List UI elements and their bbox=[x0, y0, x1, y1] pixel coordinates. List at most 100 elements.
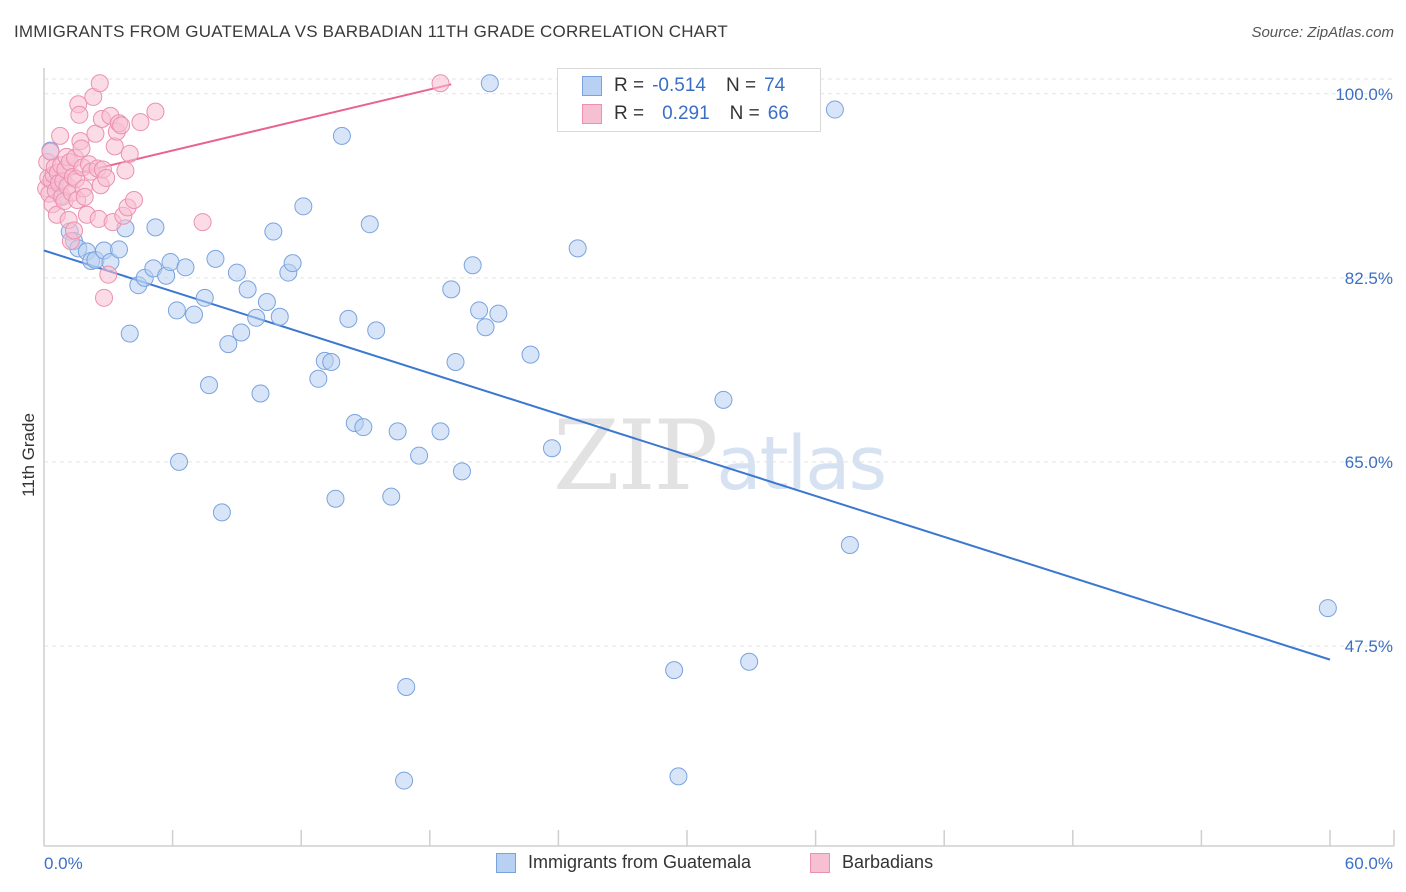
point-barbadians bbox=[112, 116, 131, 135]
point-guatemala bbox=[463, 256, 482, 275]
point-guatemala bbox=[669, 767, 688, 786]
legend-item-barbadians[interactable]: Barbadians bbox=[810, 852, 933, 873]
point-barbadians bbox=[41, 142, 60, 161]
x-tick-label: 0.0% bbox=[44, 854, 83, 873]
point-guatemala bbox=[825, 100, 844, 119]
point-guatemala bbox=[264, 222, 283, 241]
point-guatemala bbox=[452, 462, 471, 481]
axis-labels: 47.5% 65.0% 82.5% 100.0% 0.0% 60.0% 11th Grade bbox=[19, 85, 1393, 873]
point-guatemala bbox=[212, 503, 231, 522]
y-tick-label: 65.0% bbox=[1345, 453, 1393, 472]
point-guatemala bbox=[294, 197, 313, 216]
legend-r-label: R = bbox=[614, 75, 645, 96]
point-guatemala bbox=[470, 301, 489, 320]
point-barbadians bbox=[193, 213, 212, 232]
point-barbadians bbox=[95, 288, 114, 307]
point-guatemala bbox=[200, 376, 219, 395]
gridlines bbox=[44, 78, 1394, 647]
legend-n-label: N = bbox=[725, 75, 757, 96]
trend-line-barbadians bbox=[43, 83, 452, 183]
point-barbadians bbox=[97, 168, 116, 187]
data-points bbox=[37, 74, 1337, 790]
point-guatemala bbox=[568, 239, 587, 258]
legend-n-value: 66 bbox=[767, 103, 789, 124]
point-barbadians bbox=[99, 265, 118, 284]
watermark-atlas: atlas bbox=[716, 421, 887, 507]
point-guatemala bbox=[283, 254, 302, 273]
point-guatemala bbox=[309, 369, 328, 388]
point-barbadians bbox=[125, 191, 144, 210]
point-guatemala bbox=[442, 280, 461, 299]
series-legend: Immigrants from Guatemala Barbadians bbox=[0, 852, 1406, 876]
point-barbadians bbox=[131, 113, 150, 132]
point-barbadians bbox=[72, 139, 91, 158]
point-guatemala bbox=[840, 535, 859, 554]
legend-label-guatemala: Immigrants from Guatemala bbox=[528, 852, 752, 872]
legend-item-guatemala[interactable]: Immigrants from Guatemala bbox=[496, 852, 751, 873]
point-guatemala bbox=[232, 323, 251, 342]
point-guatemala bbox=[195, 288, 214, 307]
point-barbadians bbox=[116, 161, 135, 180]
point-guatemala bbox=[388, 422, 407, 441]
legend-row-guatemala: R = -0.514 N = 74 bbox=[582, 73, 785, 99]
point-barbadians bbox=[70, 105, 89, 124]
point-guatemala bbox=[1318, 599, 1337, 618]
point-guatemala bbox=[521, 345, 540, 364]
point-barbadians bbox=[90, 74, 109, 93]
watermark: ZIPatlas bbox=[553, 400, 887, 512]
point-guatemala bbox=[120, 324, 139, 343]
point-guatemala bbox=[247, 308, 266, 327]
legend-n-label: N = bbox=[729, 103, 760, 124]
y-axis-label: 11th Grade bbox=[19, 413, 38, 497]
point-barbadians bbox=[146, 102, 165, 121]
y-tick-label: 100.0% bbox=[1335, 85, 1393, 104]
point-guatemala bbox=[270, 307, 289, 326]
point-guatemala bbox=[326, 489, 345, 508]
x-tick-label: 60.0% bbox=[1345, 854, 1393, 873]
point-guatemala bbox=[360, 215, 379, 234]
legend-row-barbadians: R = 0.291 N = 66 bbox=[582, 101, 789, 127]
point-guatemala bbox=[665, 661, 684, 680]
legend-r-value: -0.514 bbox=[652, 75, 706, 96]
point-guatemala bbox=[257, 293, 276, 312]
legend-r-value: 0.291 bbox=[662, 103, 710, 124]
legend-swatch-pink bbox=[582, 104, 602, 124]
point-guatemala bbox=[170, 452, 189, 471]
point-guatemala bbox=[332, 126, 351, 145]
point-guatemala bbox=[480, 74, 499, 93]
legend-label-barbadians: Barbadians bbox=[842, 852, 934, 872]
y-tick-label: 47.5% bbox=[1345, 637, 1393, 656]
point-guatemala bbox=[395, 771, 414, 790]
point-barbadians bbox=[120, 144, 139, 163]
point-guatemala bbox=[251, 384, 270, 403]
point-guatemala bbox=[382, 487, 401, 506]
point-guatemala bbox=[397, 677, 416, 696]
point-barbadians bbox=[105, 137, 124, 156]
point-guatemala bbox=[206, 249, 225, 268]
point-guatemala bbox=[227, 263, 246, 282]
trend-line-guatemala bbox=[43, 249, 1331, 661]
point-barbadians bbox=[51, 126, 70, 145]
point-barbadians bbox=[431, 74, 450, 93]
point-guatemala bbox=[167, 301, 186, 320]
point-barbadians bbox=[75, 187, 94, 206]
point-guatemala bbox=[367, 321, 386, 340]
stats-legend: R = -0.514 N = 74 R = 0.291 N = 66 bbox=[557, 68, 821, 132]
y-tick-label: 82.5% bbox=[1345, 269, 1393, 288]
point-guatemala bbox=[185, 305, 204, 324]
point-guatemala bbox=[161, 253, 180, 272]
point-guatemala bbox=[446, 352, 465, 371]
point-guatemala bbox=[714, 390, 733, 409]
point-guatemala bbox=[176, 258, 195, 277]
point-guatemala bbox=[219, 335, 238, 354]
point-guatemala bbox=[476, 318, 495, 337]
legend-n-value: 74 bbox=[764, 75, 786, 96]
legend-swatch-blue bbox=[496, 852, 516, 873]
source-label: Source: ZipAtlas.com bbox=[1251, 24, 1394, 41]
trend-lines bbox=[43, 83, 1331, 661]
point-guatemala bbox=[146, 218, 165, 237]
point-guatemala bbox=[110, 240, 129, 259]
legend-swatch-pink bbox=[810, 852, 830, 873]
point-guatemala bbox=[410, 446, 429, 465]
